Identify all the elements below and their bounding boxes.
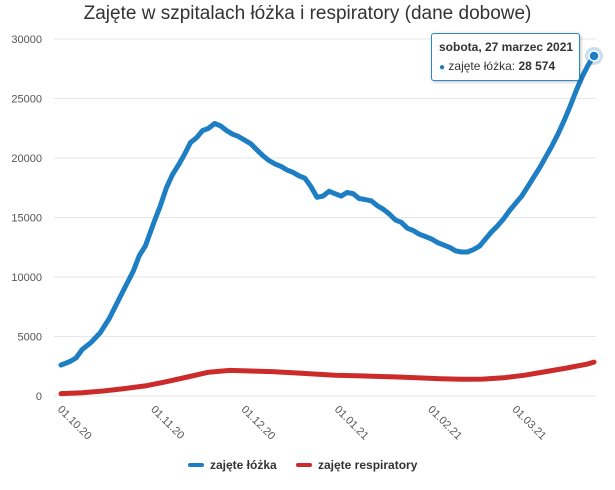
x-tick-label: 01.01.21 [332,404,371,443]
x-tick-label: 01.10.20 [55,404,94,443]
hover-marker [585,46,603,65]
chart-title: Zajęte w szpitalach łóżka i respiratory … [83,3,532,24]
tooltip-colon: : [511,59,519,73]
gridlines [54,38,596,397]
x-tick-label: 01.11.20 [148,404,186,442]
y-tick-label: 10000 [11,272,42,284]
tooltip-date: sobota, 27 marzec 2021 [439,40,574,54]
y-tick-label: 25000 [11,94,42,106]
series-line-ventilators[interactable] [58,359,597,397]
legend-swatch-beds [188,462,204,467]
x-tick-label: 01.03.21 [510,404,549,443]
y-axis-labels: 0 5000 10000 15000 20000 25000 30000 [11,34,42,403]
x-tick-label: 01.12.20 [239,404,278,443]
y-tick-label: 20000 [11,153,42,165]
legend-item-beds[interactable]: zajęte łóżka [188,458,277,472]
tooltip-value: 28 574 [518,59,556,73]
x-axis-labels: 01.10.20 01.11.20 01.12.20 01.01.21 01.02.21… [55,404,548,443]
legend: zajęte łóżka zajęte respiratory [0,458,615,478]
legend-label-ventilators: zajęte respiratory [318,458,418,472]
legend-swatch-ventilators [296,462,312,467]
y-tick-label: 15000 [11,213,42,225]
tooltip: sobota, 27 marzec 2021 ● zajęte łóżka: 2… [431,33,580,81]
series-line-beds[interactable] [58,53,597,368]
x-tick-label: 01.02.21 [425,404,464,443]
tooltip-series-label: zajęte łóżka [448,59,512,73]
y-tick-label: 30000 [11,34,42,46]
legend-label-beds: zajęte łóżka [210,458,277,472]
tooltip-series-dot-icon: ● [439,62,446,73]
y-tick-label: 0 [36,391,42,403]
legend-item-ventilators[interactable]: zajęte respiratory [296,458,417,472]
hover-marker-point[interactable] [588,50,600,62]
y-tick-label: 5000 [18,332,42,344]
series-lines [58,53,597,397]
tooltip-row: ● zajęte łóżka: 28 574 [439,59,555,73]
